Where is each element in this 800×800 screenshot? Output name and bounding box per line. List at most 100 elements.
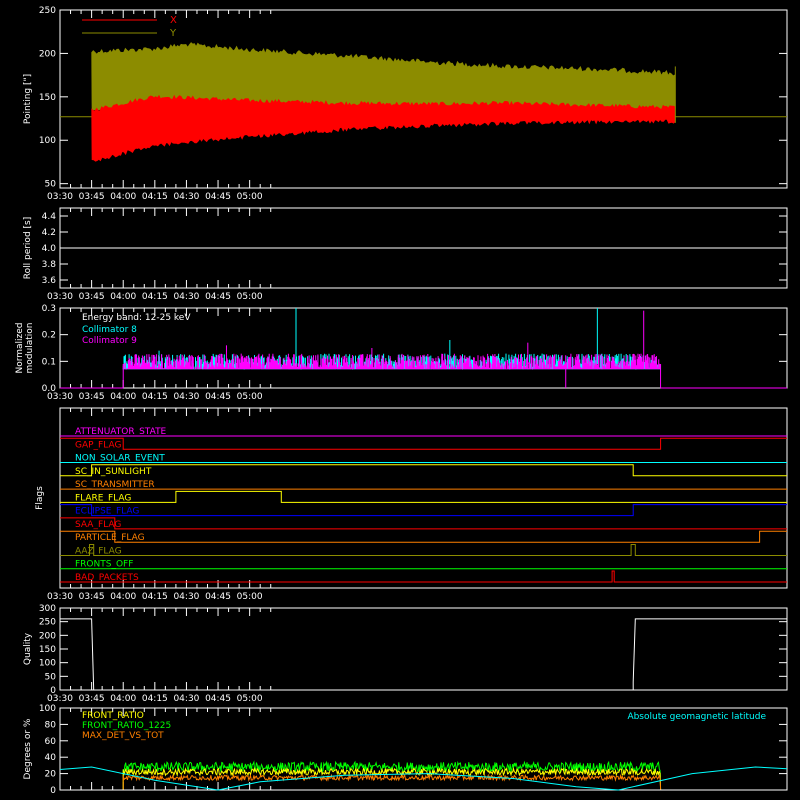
- roll-xtick-label: 04:30: [173, 292, 199, 302]
- roll-xtick-label: 03:45: [79, 292, 105, 302]
- ratios-ytick-label: 80: [45, 720, 57, 730]
- ratios-ytick-label: 20: [45, 770, 57, 780]
- modulation-xtick-label: 04:15: [142, 392, 168, 402]
- flags-frame: [59, 407, 788, 589]
- quality-xtick-label: 03:30: [47, 694, 73, 704]
- roll-ytick-label: 3.6: [42, 276, 57, 286]
- quality-ytick-label: 100: [39, 659, 56, 669]
- quality-series: [60, 618, 787, 691]
- modulation-ytick-label: 0.2: [42, 331, 56, 341]
- ratios-series-geomagnetic-latitude: [59, 766, 788, 791]
- pointing-xtick-label: 05:00: [237, 192, 263, 202]
- ratios-ytick-label: 0: [50, 786, 56, 796]
- flags-xtick-label: 05:00: [237, 592, 263, 602]
- pointing-xtick-label: 04:00: [110, 192, 136, 202]
- pointing-ytick-label: 250: [39, 6, 56, 16]
- flag-line: [60, 570, 787, 583]
- quality-ytick-label: 200: [39, 631, 56, 641]
- flags-xtick-label: 04:15: [142, 592, 168, 602]
- flag-label: SC_IN_SUNLIGHT: [75, 467, 152, 477]
- ratios-ylabel: Degrees or %: [23, 718, 33, 779]
- flag-label: SAA_FLAG: [75, 520, 121, 530]
- quality-xtick-label: 04:30: [173, 694, 199, 704]
- flag-line: [60, 517, 787, 530]
- quality-xtick-label: 04:15: [142, 694, 168, 704]
- modulation-xtick-label: 05:00: [237, 392, 263, 402]
- ratios-series: [122, 773, 662, 791]
- modulation-ytick-label: 0.0: [42, 384, 57, 394]
- pointing-xtick-label: 04:30: [173, 192, 199, 202]
- ratios-ytick-label: 60: [45, 737, 57, 747]
- modulation-annotation: Energy band: 12-25 keV: [82, 313, 191, 323]
- roll-xtick-label: 05:00: [237, 292, 263, 302]
- pointing-frame: [59, 9, 788, 189]
- ratios-series: [122, 766, 662, 791]
- flags-xtick-label: 04:30: [173, 592, 199, 602]
- flag-line: [60, 504, 787, 517]
- flag-line: [60, 490, 787, 503]
- roll-xtick-label: 03:30: [47, 292, 73, 302]
- modulation-ylabel: modulation: [25, 323, 35, 374]
- roll-xtick-label: 04:15: [142, 292, 168, 302]
- flag-label: ATTENUATOR_STATE: [75, 427, 167, 437]
- ratios-legend-label: FRONT_RATIO_1225: [82, 721, 171, 731]
- flags-xtick-label: 03:30: [47, 592, 73, 602]
- flag-line: [60, 464, 787, 477]
- flag-line: [60, 544, 787, 556]
- modulation-xtick-label: 04:00: [110, 392, 136, 402]
- modulation-frame: [59, 307, 788, 389]
- quality-xtick-label: 05:00: [237, 694, 263, 704]
- roll-ytick-label: 4.0: [42, 244, 57, 254]
- roll-ylabel: Roll period [s]: [23, 217, 33, 279]
- flag-line: [60, 530, 787, 543]
- ratios-ytick-label: 100: [39, 704, 56, 714]
- flags-xtick-label: 04:45: [205, 592, 231, 602]
- ratios-legend-label: FRONT_RATIO: [82, 711, 144, 721]
- flag-label: GAP_FLAG: [75, 440, 121, 450]
- quality-xtick-label: 04:45: [205, 694, 231, 704]
- ratios-ytick-label: 40: [45, 753, 57, 763]
- modulation-xtick-label: 03:30: [47, 392, 73, 402]
- modulation-xtick-label: 03:45: [79, 392, 105, 402]
- pointing-legend-label: X: [170, 15, 177, 26]
- modulation-ylabel: Normalized: [15, 322, 25, 373]
- flag-label: PARTICLE_FLAG: [75, 533, 145, 543]
- flag-label: AAZ_FLAG: [75, 546, 122, 556]
- flags-xtick-label: 03:45: [79, 592, 105, 602]
- pointing-xtick-label: 03:45: [79, 192, 105, 202]
- quality-xtick-label: 04:00: [110, 694, 136, 704]
- pointing-ytick-label: 150: [39, 93, 56, 103]
- quality-ytick-label: 50: [45, 672, 57, 682]
- quality-ytick-label: 250: [39, 618, 56, 628]
- roll-xtick-label: 04:00: [110, 292, 136, 302]
- flag-line: [60, 437, 787, 450]
- flags-ylabel: Flags: [35, 486, 45, 510]
- modulation-legend-label: Collimator 8: [82, 325, 137, 335]
- pointing-xtick-label: 03:30: [47, 192, 73, 202]
- modulation-xtick-label: 04:45: [205, 392, 231, 402]
- flag-label: SC_TRANSMITTER: [75, 480, 155, 490]
- pointing-ylabel: Pointing ["]: [23, 74, 33, 124]
- pointing-ytick-label: 200: [39, 49, 56, 59]
- quality-xtick-label: 03:45: [79, 694, 105, 704]
- quality-ytick-label: 300: [39, 604, 56, 614]
- flag-label: BAD_PACKETS: [75, 573, 139, 583]
- pointing-series-x: [91, 94, 676, 162]
- quality-ytick-label: 150: [39, 645, 56, 655]
- roll-ytick-label: 4.2: [42, 228, 56, 238]
- quality-ylabel: Quality: [23, 632, 33, 665]
- flag-label: FLARE_FLAG: [75, 493, 131, 503]
- modulation-series-collimator-9: [122, 353, 661, 370]
- pointing-xtick-label: 04:15: [142, 192, 168, 202]
- quality-frame: [59, 607, 788, 691]
- modulation-xtick-label: 04:30: [173, 392, 199, 402]
- modulation-ytick-label: 0.3: [42, 304, 56, 314]
- pointing-xtick-label: 04:45: [205, 192, 231, 202]
- flag-label: FRONTS_OFF: [75, 560, 133, 570]
- modulation-ytick-label: 0.1: [42, 357, 56, 367]
- quality-ytick-label: 0: [50, 686, 56, 696]
- pointing-legend-label: Y: [169, 28, 177, 39]
- flag-label: ECLIPSE_FLAG: [75, 507, 139, 517]
- ratios-legend-label: MAX_DET_VS_TOT: [82, 731, 164, 741]
